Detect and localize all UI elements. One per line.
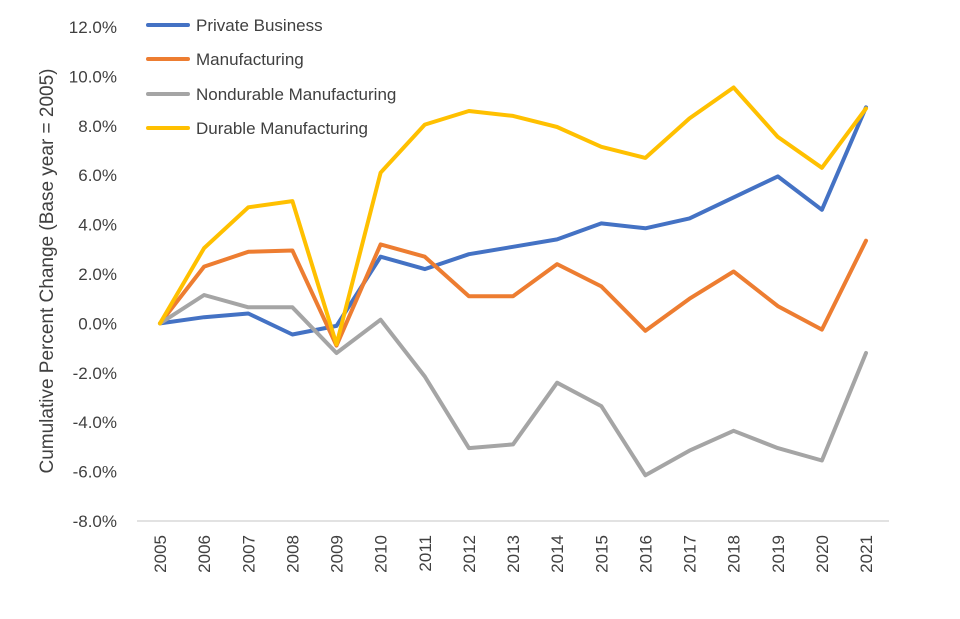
series-line-durable-manufacturing [158,85,868,347]
legend-label: Durable Manufacturing [196,119,368,138]
x-tick-label: 2005 [151,535,170,573]
y-tick-label: -4.0% [73,413,117,432]
x-tick-label: 2006 [195,535,214,573]
x-tick-label: 2011 [416,535,435,572]
x-tick-label: 2016 [636,535,655,573]
x-tick-label: 2013 [504,535,523,573]
y-tick-label: 2.0% [78,265,117,284]
legend-label: Nondurable Manufacturing [196,85,396,104]
y-tick-label: 8.0% [78,117,117,136]
y-tick-label: 12.0% [69,18,117,37]
y-tick-label: 6.0% [78,166,117,185]
x-tick-label: 2019 [769,535,788,573]
y-tick-label: 10.0% [69,67,117,86]
axes-layer: 12.0% 10.0% 8.0% 6.0% 4.0% 2.0% 0.0% -2.0% -4.0%… [69,18,889,573]
y-axis-title: Cumulative Percent Change (Base year = 2… [37,68,58,473]
x-tick-label: 2008 [283,535,302,573]
y-tick-label: 4.0% [78,216,117,235]
legend-label: Manufacturing [196,50,304,69]
y-tick-label: -2.0% [73,364,117,383]
x-tick-label: 2018 [725,535,744,573]
x-tick-label: 2014 [548,535,567,573]
series-line-manufacturing [158,238,868,348]
x-tick-label: 2021 [857,535,876,573]
x-tick-label: 2017 [681,535,700,573]
x-tick-label: 2007 [239,535,258,573]
y-tick-label: -8.0% [73,512,117,531]
y-tick-label: -6.0% [73,463,117,482]
x-tick-label: 2015 [592,535,611,573]
legend: Private Business Manufacturing Nondurable … [146,16,396,138]
x-tick-label: 2012 [460,535,479,573]
series-layer [158,85,868,478]
series-line-nondurable-manufacturing [158,293,868,478]
series-line-private-business [158,105,868,337]
x-tick-label: 2009 [328,535,347,573]
x-tick-label: 2010 [372,535,391,573]
legend-label: Private Business [196,16,323,35]
y-tick-label: 0.0% [78,314,117,333]
x-tick-label: 2020 [813,535,832,573]
